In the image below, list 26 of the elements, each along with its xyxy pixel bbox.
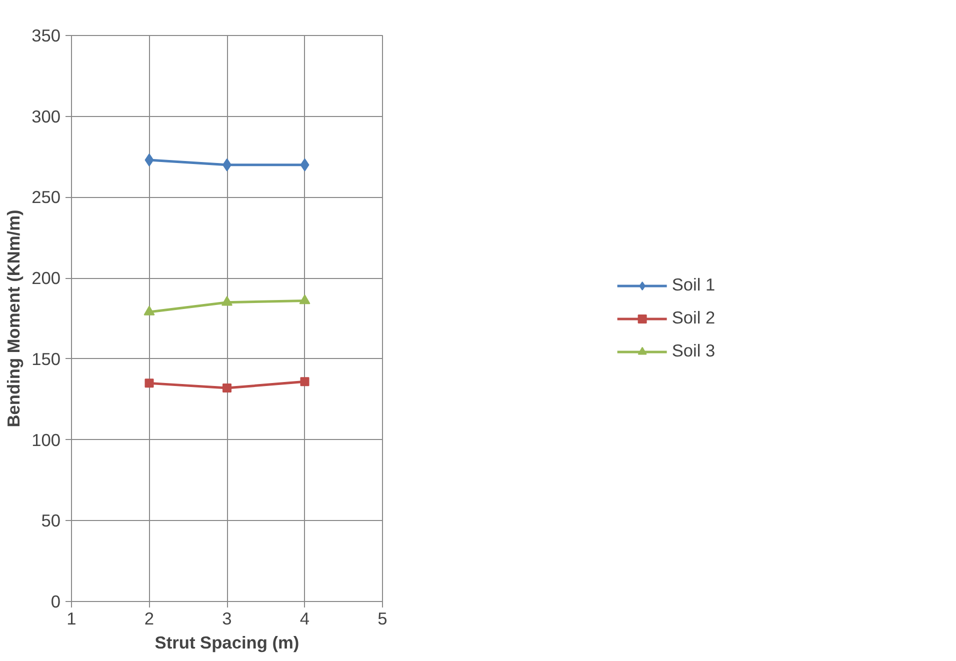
legend-label: Soil 1 — [672, 274, 716, 296]
point — [144, 154, 154, 167]
x-tick-label: 1 — [66, 608, 76, 628]
x-tick-label: 2 — [144, 608, 154, 628]
y-tick-label: 350 — [32, 26, 61, 46]
x-tick-label: 3 — [222, 608, 232, 628]
point — [144, 378, 154, 388]
point — [300, 158, 310, 172]
y-tick-label: 200 — [32, 268, 61, 288]
y-tick-label: 250 — [32, 187, 61, 208]
y-tick-label: 100 — [32, 430, 61, 450]
x-axis-title: Strut Spacing (m) — [154, 632, 300, 652]
y-tick-label: 150 — [32, 348, 61, 369]
point — [300, 377, 310, 386]
y-tick-label: 0 — [50, 592, 61, 612]
x-tick-label: 5 — [378, 608, 388, 628]
y-tick-label: 300 — [32, 106, 61, 126]
point — [222, 296, 232, 306]
x-tick-label: 4 — [300, 608, 310, 628]
legend-label: Soil 3 — [672, 340, 716, 362]
point — [144, 306, 155, 316]
point — [222, 384, 232, 393]
y-tick-label: 50 — [41, 510, 61, 531]
legend-label: Soil 2 — [672, 308, 716, 328]
point — [299, 294, 310, 304]
y-axis-title: Bending Moment (KNm/m) — [4, 210, 24, 428]
